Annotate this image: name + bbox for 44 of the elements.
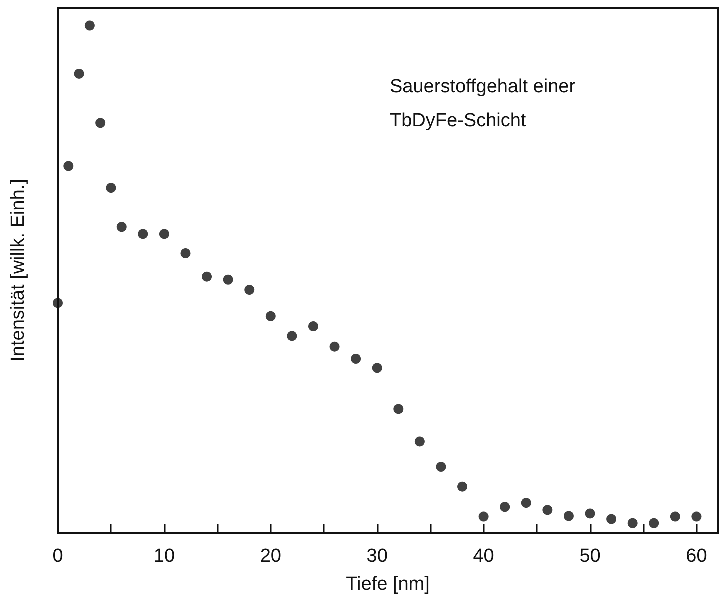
point (84, 20, 95, 31)
point (692, 512, 702, 522)
point (287, 331, 298, 342)
point (606, 514, 617, 524)
x-tick-label: 10 (154, 546, 176, 567)
point (106, 183, 116, 194)
point (478, 512, 489, 522)
point (180, 248, 191, 259)
x-tick-label: 60 (686, 546, 708, 567)
point (564, 511, 574, 522)
point (458, 482, 468, 492)
point (159, 229, 170, 240)
x-tick-label: 40 (473, 546, 494, 567)
point (670, 512, 680, 522)
point (116, 222, 127, 232)
point (53, 298, 63, 308)
y-axis-title: Intensität [willk. Einh.] (8, 179, 29, 362)
point (628, 518, 638, 528)
x-axis-title: Tiefe [nm] (346, 574, 430, 595)
point (308, 322, 318, 332)
point (138, 229, 148, 240)
point (74, 68, 84, 79)
annotation: Sauerstoffgehalt einer TbDyFe-Schicht (390, 76, 576, 132)
point (266, 311, 276, 322)
point (500, 502, 510, 512)
point (394, 404, 404, 414)
x-tick-label: 30 (366, 546, 388, 567)
point (649, 518, 660, 528)
point (330, 342, 340, 352)
point (585, 508, 596, 519)
point (372, 363, 382, 374)
point (351, 354, 362, 364)
point (202, 272, 212, 282)
point (521, 498, 532, 508)
x-tick-label: 0 (52, 546, 64, 567)
point (64, 161, 74, 172)
x-tick-label: 20 (260, 546, 282, 567)
x-tick-label: 50 (580, 546, 601, 567)
point (244, 285, 255, 296)
point (436, 462, 446, 472)
point (414, 436, 425, 447)
point (223, 274, 234, 285)
point (96, 118, 106, 128)
point (542, 505, 553, 516)
